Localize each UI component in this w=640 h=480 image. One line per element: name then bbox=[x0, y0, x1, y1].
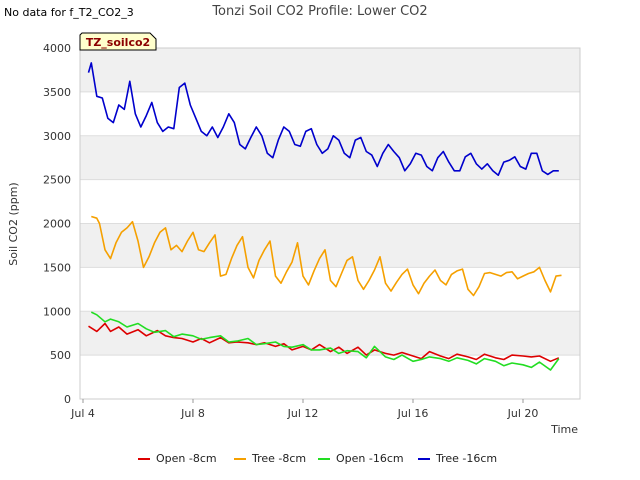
series-badge: TZ_soilco2 bbox=[79, 32, 157, 51]
series-line-open-16cm bbox=[90, 311, 560, 371]
legend-item: Tree -8cm bbox=[234, 452, 306, 465]
x-axis-ticks: Jul 4 Jul 8 Jul 12 Jul 16 Jul 20 bbox=[70, 399, 538, 420]
series-line-open-8cm bbox=[88, 322, 560, 363]
legend-swatch bbox=[234, 457, 246, 460]
plot-frame bbox=[79, 47, 581, 400]
x-tick-label: Jul 16 bbox=[397, 407, 429, 420]
y-tick-label: 3000 bbox=[43, 130, 71, 143]
y-tick-label: 1500 bbox=[43, 261, 71, 274]
series-line-tree-16cm bbox=[87, 62, 559, 176]
legend-item: Open -16cm bbox=[318, 452, 404, 465]
legend-label: Open -16cm bbox=[336, 452, 404, 465]
x-tick-label: Jul 4 bbox=[70, 407, 95, 420]
legend-item: Tree -16cm bbox=[418, 452, 497, 465]
plot-band bbox=[80, 48, 580, 92]
plot-band bbox=[80, 223, 580, 268]
x-tick-label: Jul 12 bbox=[287, 407, 319, 420]
y-tick-label: 1000 bbox=[43, 305, 71, 318]
y-tick-label: 3500 bbox=[43, 86, 71, 99]
badge-label: TZ_soilco2 bbox=[86, 36, 150, 49]
y-axis-ticks: 0 500 1000 1500 2000 2500 3000 3500 4000 bbox=[43, 42, 71, 406]
x-axis-label: Time bbox=[550, 423, 578, 436]
y-tick-label: 2500 bbox=[43, 174, 71, 187]
legend-item: Open -8cm bbox=[138, 452, 217, 465]
x-tick-label: Jul 20 bbox=[507, 407, 539, 420]
y-tick-label: 0 bbox=[64, 393, 71, 406]
series-lines bbox=[87, 62, 562, 371]
chart: Tonzi Soil CO2 Profile: Lower CO2 0 500 10… bbox=[7, 4, 581, 436]
x-tick-label: Jul 8 bbox=[180, 407, 205, 420]
legend: Open -8cm Tree -8cm Open -16cm Tree -16cm bbox=[0, 452, 640, 470]
badge-box bbox=[79, 32, 157, 51]
series-line-tree-8cm bbox=[91, 215, 562, 297]
chart-title: Tonzi Soil CO2 Profile: Lower CO2 bbox=[211, 4, 427, 19]
y-tick-label: 500 bbox=[50, 349, 71, 362]
legend-swatch bbox=[138, 457, 150, 460]
legend-swatch bbox=[318, 457, 330, 460]
plot-bands bbox=[80, 48, 580, 356]
legend-swatch bbox=[418, 457, 430, 460]
no-data-text: No data for f_T2_CO2_3 bbox=[4, 6, 134, 19]
y-tick-label: 2000 bbox=[43, 218, 71, 231]
y-axis-label: Soil CO2 (ppm) bbox=[7, 182, 20, 265]
legend-label: Open -8cm bbox=[156, 452, 217, 465]
y-tick-label: 4000 bbox=[43, 42, 71, 55]
legend-label: Tree -16cm bbox=[436, 452, 498, 465]
legend-label: Tree -8cm bbox=[252, 452, 307, 465]
